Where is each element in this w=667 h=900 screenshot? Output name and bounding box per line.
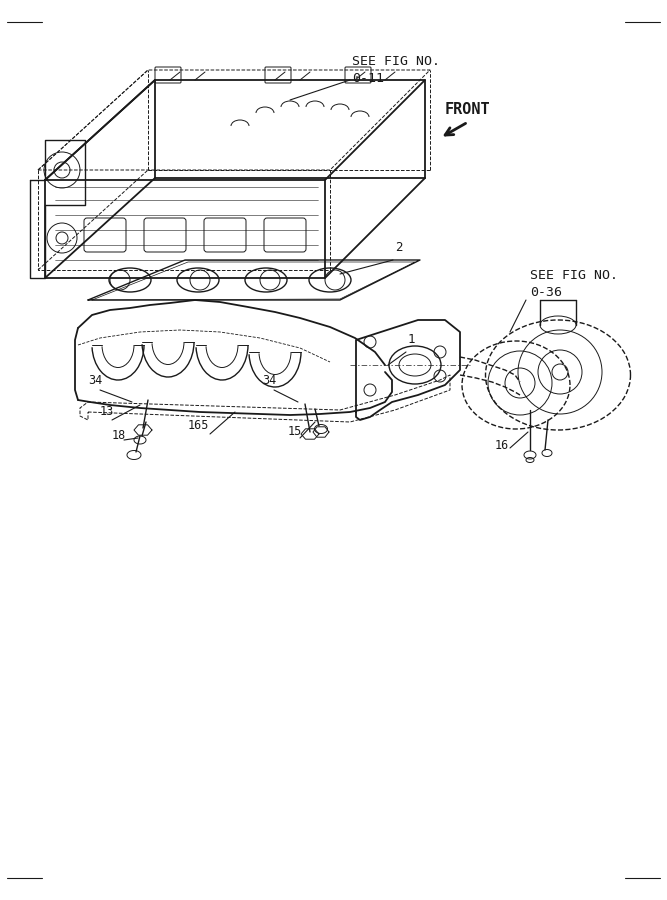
- Text: 165: 165: [188, 419, 209, 432]
- Text: 34: 34: [262, 374, 276, 387]
- Text: 1: 1: [408, 333, 416, 346]
- Text: 34: 34: [88, 374, 102, 387]
- Text: 13: 13: [100, 405, 114, 418]
- Text: 2: 2: [395, 241, 402, 254]
- Text: SEE FIG NO.: SEE FIG NO.: [352, 55, 440, 68]
- Text: 16: 16: [495, 439, 509, 452]
- Text: 0-36: 0-36: [530, 286, 562, 299]
- Text: 0-11: 0-11: [352, 72, 384, 85]
- Text: FRONT: FRONT: [445, 103, 491, 118]
- Text: SEE FIG NO.: SEE FIG NO.: [530, 269, 618, 282]
- Text: 18: 18: [112, 429, 126, 442]
- Text: 15: 15: [288, 425, 302, 438]
